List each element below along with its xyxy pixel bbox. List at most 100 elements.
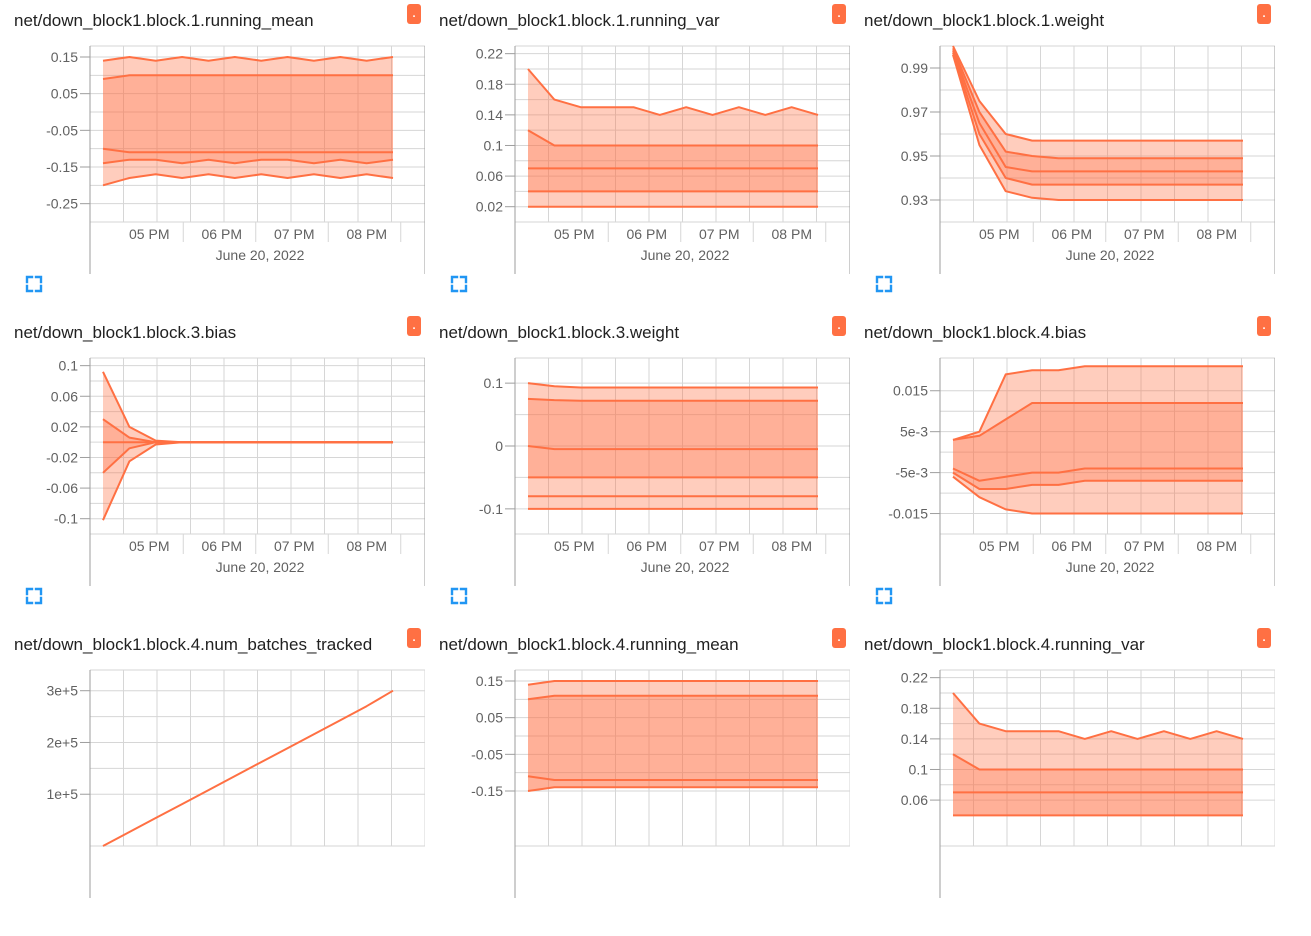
x-tick-label: 06 PM: [627, 226, 667, 242]
y-tick-label: -0.05: [46, 122, 78, 138]
y-tick-label: -0.05: [471, 746, 503, 762]
series-line: [952, 467, 1243, 482]
series-band: [528, 383, 818, 401]
x-tick-label: 05 PM: [129, 538, 169, 554]
scalar-chart[interactable]: 0.015 5e-3 -5e-3 -0.015 05 PM 06 PM 07 PM 08 PM…: [850, 350, 1275, 586]
series-lines: [952, 45, 1243, 201]
series-line: [527, 680, 818, 686]
fullscreen-icon[interactable]: [24, 274, 44, 294]
series-band: [103, 75, 393, 153]
y-tick-label: 0.93: [901, 192, 928, 208]
scalar-chart[interactable]: 3e+5 2e+5 1e+5: [0, 662, 425, 898]
series-band: [528, 477, 818, 497]
scalar-card: net/down_block1.block.4.num_batches_trac…: [0, 624, 425, 936]
series-band: [953, 754, 1243, 793]
run-color-badge[interactable]: .: [407, 316, 421, 336]
y-tick-label: 0.015: [893, 383, 928, 399]
scalar-chart[interactable]: 0.22 0.18 0.14 0.1 0.06: [850, 662, 1275, 898]
y-tick-label: 0.1: [909, 761, 929, 777]
series-band: [528, 446, 818, 478]
y-tick-label: 0: [495, 438, 503, 454]
series-band: [528, 695, 818, 780]
scalar-card: net/down_block1.block.3.weight. 0.1 0 -0.1 0…: [425, 312, 850, 624]
run-color-badge[interactable]: .: [1257, 316, 1271, 336]
card-title: net/down_block1.block.4.running_var: [864, 635, 1145, 654]
x-tick-label: 05 PM: [129, 226, 169, 242]
scalar-card: net/down_block1.block.4.running_var. 0.22…: [850, 624, 1275, 936]
scalar-chart[interactable]: 0.15 0.05 -0.05 -0.15 -0.25 05 PM 06 PM 07 PM 08…: [0, 38, 425, 274]
fullscreen-icon[interactable]: [449, 586, 469, 606]
y-tick-label: 0.05: [476, 710, 503, 726]
series-band: [528, 130, 818, 169]
y-tick-label: 0.1: [59, 358, 79, 374]
y-tick-label: -5e-3: [895, 465, 928, 481]
scalar-card: net/down_block1.block.3.bias. 0.1 0.06 0.02…: [0, 312, 425, 624]
grid-lines: [89, 669, 425, 847]
run-color-badge[interactable]: .: [1257, 4, 1271, 24]
series-lines: [102, 56, 394, 187]
series-line: [527, 382, 818, 389]
x-axis: 05 PM 06 PM 07 PM 08 PM June 20, 2022: [129, 46, 425, 274]
scalar-chart[interactable]: 0.22 0.18 0.14 0.1 0.06 0.02 05 PM 06 PM 07 PM 08…: [425, 38, 850, 274]
y-tick-label: 0.18: [476, 76, 503, 92]
series-line: [102, 158, 394, 165]
fullscreen-icon[interactable]: [24, 586, 44, 606]
series-line: [102, 74, 393, 80]
series-line: [952, 54, 1243, 201]
series-line: [952, 475, 1243, 515]
card-title: net/down_block1.block.1.running_mean: [14, 11, 314, 30]
card-title: net/down_block1.block.4.running_mean: [439, 635, 739, 654]
card-title: net/down_block1.block.4.num_batches_trac…: [14, 635, 373, 654]
y-axis: 0.15 0.05 -0.05 -0.15 -0.25: [46, 49, 90, 212]
fullscreen-icon[interactable]: [874, 274, 894, 294]
scalar-chart[interactable]: 0.15 0.05 -0.05 -0.15: [425, 662, 850, 898]
series-lines: [527, 68, 819, 208]
series-bands: [953, 366, 1243, 514]
series-line: [952, 753, 1243, 771]
y-axis: 3e+5 2e+5 1e+5: [46, 683, 90, 802]
series-band: [953, 792, 1243, 816]
series-band: [103, 442, 393, 473]
series-line: [952, 365, 1243, 441]
x-axis-label: June 20, 2022: [216, 247, 305, 263]
y-tick-label: 0.22: [901, 670, 928, 686]
run-color-badge[interactable]: .: [1257, 628, 1271, 648]
x-axis-label: June 20, 2022: [641, 559, 730, 575]
x-tick-label: 07 PM: [699, 538, 739, 554]
x-tick-label: 05 PM: [554, 226, 594, 242]
y-tick-label: 0.06: [51, 388, 78, 404]
y-tick-label: 0.95: [901, 148, 928, 164]
x-tick-label: 07 PM: [1124, 226, 1164, 242]
x-axis-label: June 20, 2022: [1066, 559, 1155, 575]
scalar-chart[interactable]: 0.1 0 -0.1 05 PM 06 PM 07 PM 08 PM June 20, 202…: [425, 350, 850, 586]
y-tick-label: 0.18: [901, 700, 928, 716]
y-tick-label: 0.15: [51, 49, 78, 65]
series-line: [527, 694, 818, 701]
fullscreen-icon[interactable]: [874, 586, 894, 606]
scalar-chart[interactable]: 0.99 0.97 0.95 0.93 05 PM 06 PM 07 PM 08 PM June…: [850, 38, 1275, 274]
y-axis: 0.1 0.06 0.02 -0.02 -0.06 -0.1: [46, 358, 90, 527]
x-tick-label: 08 PM: [1197, 226, 1237, 242]
series-line: [527, 775, 818, 781]
series-line: [952, 47, 1243, 160]
x-tick-label: 06 PM: [202, 226, 242, 242]
run-color-badge[interactable]: .: [832, 316, 846, 336]
run-color-badge[interactable]: .: [407, 4, 421, 24]
run-color-badge[interactable]: .: [832, 628, 846, 648]
x-tick-label: 08 PM: [772, 538, 812, 554]
series-line: [952, 471, 1243, 490]
y-tick-label: -0.1: [479, 501, 503, 517]
series-line: [102, 441, 393, 521]
run-color-badge[interactable]: .: [407, 628, 421, 648]
y-tick-label: 0.06: [901, 792, 928, 808]
y-tick-label: -0.15: [471, 783, 503, 799]
run-color-badge[interactable]: .: [832, 4, 846, 24]
y-tick-label: 0.99: [901, 60, 928, 76]
y-tick-label: 0.02: [476, 199, 503, 215]
x-tick-label: 07 PM: [274, 226, 314, 242]
x-tick-label: 08 PM: [772, 226, 812, 242]
scalar-chart[interactable]: 0.1 0.06 0.02 -0.02 -0.06 -0.1 05 PM 06 PM 07 PM…: [0, 350, 425, 586]
card-title: net/down_block1.block.1.weight: [864, 11, 1105, 30]
fullscreen-icon[interactable]: [449, 274, 469, 294]
series-line: [527, 786, 818, 792]
